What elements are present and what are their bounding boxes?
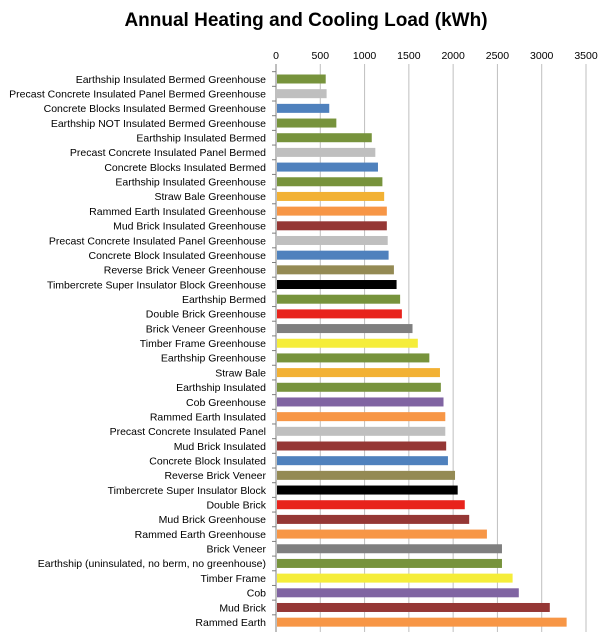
x-tick-label: 1500 [397, 50, 421, 62]
bar [277, 470, 456, 480]
category-label: Earthship (uninsulated, no berm, no gree… [38, 558, 266, 570]
bar [277, 309, 402, 319]
bar [277, 382, 441, 392]
category-label: Earthship NOT Insulated Bermed Greenhous… [51, 118, 266, 130]
category-label: Mud Brick Insulated Greenhouse [113, 221, 266, 233]
category-label: Brick Veneer [206, 544, 266, 556]
category-label: Double Brick Greenhouse [146, 309, 266, 321]
category-label: Timber Frame Greenhouse [140, 338, 266, 350]
category-label: Precast Concrete Insulated Panel [110, 426, 266, 438]
category-label: Earthship Insulated Greenhouse [115, 177, 266, 189]
category-label: Cob [247, 588, 266, 600]
category-label: Rammed Earth Insulated [150, 411, 266, 423]
bar [277, 544, 502, 554]
bar [277, 118, 337, 128]
x-tick-label: 0 [273, 50, 279, 62]
category-label: Reverse Brick Veneer [164, 470, 266, 482]
bar [277, 338, 418, 348]
category-label: Rammed Earth Insulated Greenhouse [89, 206, 266, 218]
bar [277, 588, 519, 598]
bar [277, 426, 446, 436]
bar [277, 368, 440, 378]
category-label: Precast Concrete Insulated Panel Greenho… [49, 235, 266, 247]
bar [277, 250, 389, 260]
bar [277, 441, 447, 451]
bar [277, 133, 372, 143]
bar [277, 558, 502, 568]
x-tick-label: 3500 [574, 50, 598, 62]
category-label: Straw Bale Greenhouse [155, 191, 267, 203]
category-label: Mud Brick [219, 602, 266, 614]
x-tick-label: 500 [312, 50, 330, 62]
category-label: Mud Brick Greenhouse [159, 514, 267, 526]
bar [277, 221, 387, 231]
bar [277, 456, 448, 466]
category-label: Timbercrete Super Insulator Block Greenh… [47, 279, 266, 291]
bar [277, 500, 465, 510]
bar [277, 397, 444, 407]
bar [277, 602, 550, 612]
bar [277, 265, 394, 275]
category-label: Precast Concrete Insulated Panel Bermed … [9, 88, 266, 100]
category-label: Brick Veneer Greenhouse [146, 323, 266, 335]
bar [277, 573, 513, 583]
x-tick-label: 2000 [441, 50, 465, 62]
category-label: Earthship Insulated Bermed Greenhouse [76, 74, 266, 86]
bar [277, 280, 397, 290]
category-label: Earthship Bermed [182, 294, 266, 306]
category-label: Rammed Earth Greenhouse [135, 529, 266, 541]
bar [277, 617, 567, 627]
bar [277, 74, 326, 84]
category-label: Timbercrete Super Insulator Block [108, 485, 267, 497]
category-label: Concrete Blocks Insulated Bermed [104, 162, 266, 174]
x-tick-label: 1000 [353, 50, 377, 62]
bar [277, 324, 413, 334]
x-tick-label: 2500 [486, 50, 510, 62]
category-label: Reverse Brick Veneer Greenhouse [104, 265, 266, 277]
category-label: Straw Bale [215, 367, 266, 379]
x-tick-label: 3000 [530, 50, 554, 62]
bar [277, 353, 430, 363]
category-label: Precast Concrete Insulated Panel Bermed [70, 147, 266, 159]
bar [277, 89, 327, 99]
category-label: Earthship Insulated Bermed [136, 133, 266, 145]
bar [277, 294, 401, 304]
category-label: Earthship Greenhouse [161, 353, 266, 365]
category-label: Rammed Earth [195, 617, 266, 629]
category-label: Double Brick [206, 500, 266, 512]
category-label: Cob Greenhouse [186, 397, 266, 409]
bar [277, 191, 385, 201]
bar [277, 514, 470, 524]
category-label: Earthship Insulated [176, 382, 266, 394]
category-label: Timber Frame [200, 573, 266, 585]
bar [277, 177, 383, 187]
bar [277, 162, 378, 172]
chart-title: Annual Heating and Cooling Load (kWh) [124, 10, 488, 31]
category-label: Concrete Blocks Insulated Bermed Greenho… [44, 103, 267, 115]
bar [277, 147, 376, 157]
category-label: Mud Brick Insulated [174, 441, 266, 453]
bar [277, 206, 387, 216]
bar [277, 485, 458, 495]
bar [277, 529, 487, 539]
bar [277, 103, 330, 113]
bar [277, 412, 446, 422]
category-label: Concrete Block Insulated Greenhouse [89, 250, 267, 262]
category-label: Concrete Block Insulated [149, 455, 266, 467]
bar [277, 235, 388, 245]
